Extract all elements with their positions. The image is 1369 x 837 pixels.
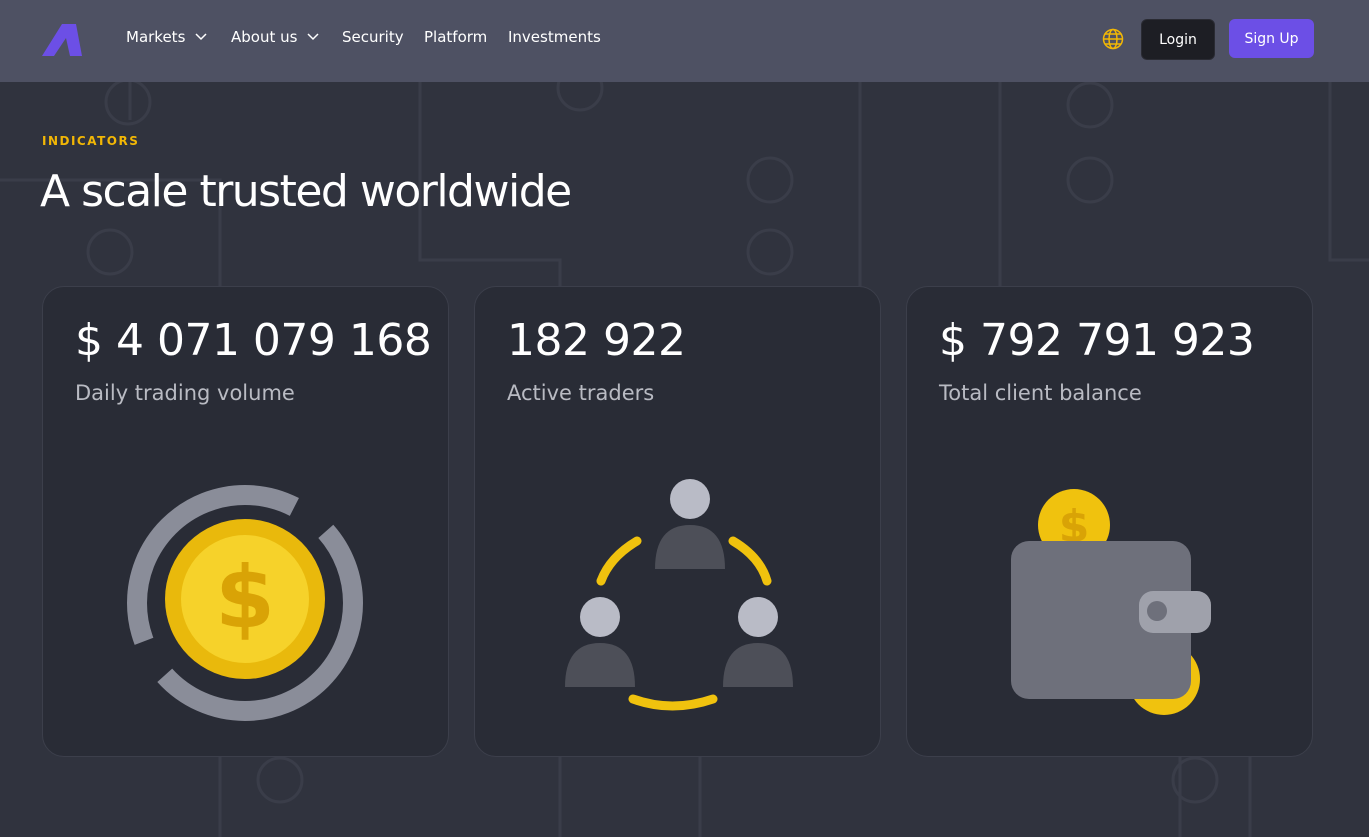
login-button[interactable]: Login: [1141, 19, 1215, 60]
chevron: [195, 33, 207, 41]
nav-label: Markets: [126, 28, 186, 46]
chevron: [307, 33, 319, 41]
nav-about[interactable]: About us: [231, 28, 319, 46]
top-bar: Markets About us Security Platform Inves…: [0, 0, 1369, 82]
stat-value: 182 922: [507, 315, 686, 366]
stat-card: $ 4 071 079 168 Daily trading volume $: [42, 286, 449, 757]
signup-button[interactable]: Sign Up: [1229, 19, 1314, 58]
coin-cycle-icon: $: [127, 485, 363, 721]
section-title: A scale trusted worldwide: [40, 166, 572, 217]
language-icon[interactable]: [1102, 28, 1124, 50]
wallet-icon: $: [1011, 489, 1211, 715]
svg-text:$: $: [215, 548, 275, 648]
nav-markets[interactable]: Markets: [126, 28, 207, 46]
section-eyebrow: INDICATORS: [42, 134, 140, 148]
stat-card: 182 922 Active traders: [474, 286, 881, 757]
traders-icon: [565, 479, 793, 711]
nav-platform[interactable]: Platform: [424, 28, 488, 46]
stat-label: Total client balance: [939, 381, 1142, 405]
nav-security[interactable]: Security: [342, 28, 404, 46]
stat-card: $ 792 791 923 Total client balance $: [906, 286, 1313, 757]
stat-label: Daily trading volume: [75, 381, 295, 405]
stat-value: $ 792 791 923: [939, 315, 1255, 366]
nav-label: About us: [231, 28, 298, 46]
stat-value: $ 4 071 079 168: [75, 315, 432, 366]
nav-investments[interactable]: Investments: [508, 28, 601, 46]
stat-label: Active traders: [507, 381, 655, 405]
logo[interactable]: [42, 24, 82, 56]
